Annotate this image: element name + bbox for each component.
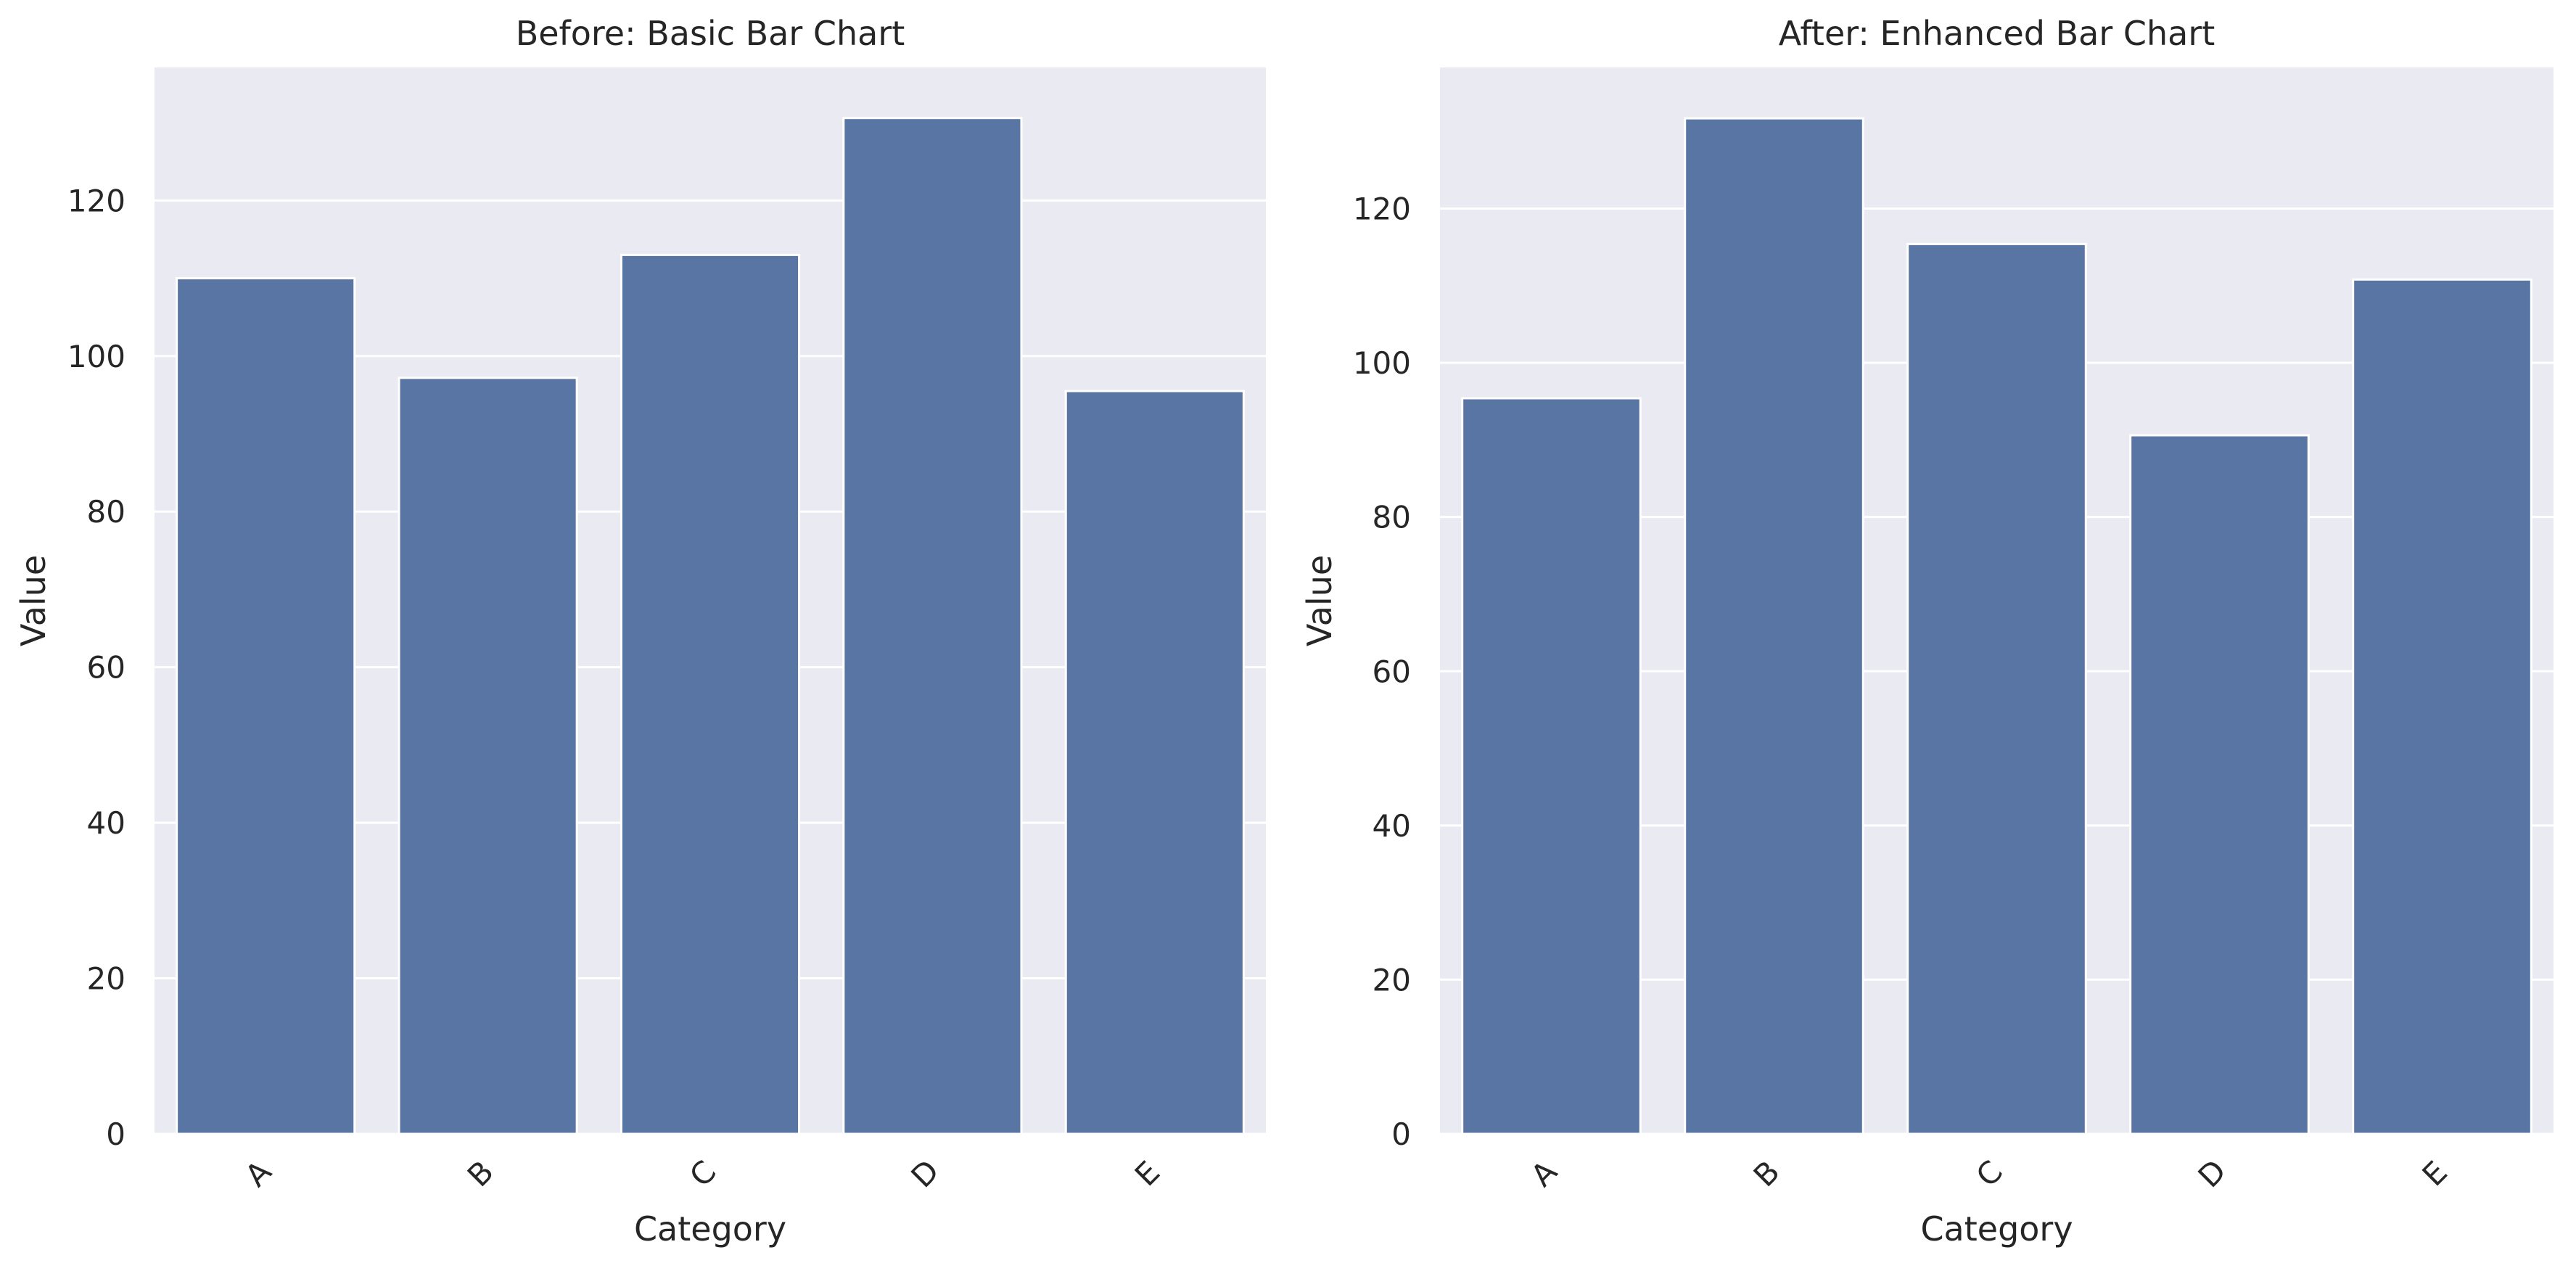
chart-panel-before: 0 20 40 60 80 100 120 A B C D E Before: Basic Bar Ch… [14, 14, 1266, 1249]
x-tick-label: E [1128, 1154, 1166, 1193]
y-axis-label: Value [14, 555, 53, 646]
x-axis-label: Category [1920, 1209, 2073, 1249]
bar-a [176, 277, 356, 1135]
x-tick-label: E [2416, 1154, 2454, 1193]
y-tick-label: 60 [87, 650, 125, 686]
bar-c [620, 253, 801, 1135]
bar-c [1906, 242, 2087, 1135]
x-tick-label: B [1747, 1153, 1787, 1193]
bar-d [842, 117, 1023, 1135]
bar-a [1461, 397, 1642, 1135]
y-axis-label: Value [1300, 555, 1339, 646]
chart-title: Before: Basic Bar Chart [516, 14, 905, 53]
x-tick-label: C [1970, 1153, 2009, 1193]
y-tick-label: 20 [87, 961, 125, 997]
y-tick-label: 40 [87, 805, 125, 841]
y-tick-label: 80 [1373, 500, 1411, 535]
bar-b [1684, 117, 1864, 1135]
y-tick-label: 120 [1353, 192, 1411, 227]
x-axis-label: Category [634, 1209, 786, 1249]
y-tick-label: 0 [1391, 1116, 1411, 1152]
bar-d [2129, 434, 2310, 1135]
bar-e [2352, 278, 2532, 1135]
bar-b [398, 377, 578, 1135]
x-tick-label: A [238, 1153, 278, 1193]
chart-title: After: Enhanced Bar Chart [1779, 14, 2215, 53]
x-tick-label: B [461, 1153, 501, 1193]
y-tick-label: 80 [87, 494, 125, 530]
y-tick-label: 20 [1373, 962, 1411, 998]
y-tick-label: 100 [1353, 345, 1411, 381]
y-tick-label: 100 [67, 339, 125, 374]
bar-e [1064, 390, 1245, 1135]
y-tick-label: 60 [1373, 654, 1411, 689]
y-tick-label: 120 [67, 183, 125, 218]
x-tick-label: C [683, 1153, 723, 1193]
y-tick-label: 40 [1373, 808, 1411, 844]
x-tick-label: D [2191, 1153, 2233, 1195]
y-tick-label: 0 [106, 1116, 125, 1152]
x-tick-label: D [904, 1153, 946, 1195]
chart-panel-after: 0 20 40 60 80 100 120 A B C D E After: Enhanced Bar … [1300, 14, 2554, 1249]
x-tick-label: A [1524, 1153, 1564, 1193]
